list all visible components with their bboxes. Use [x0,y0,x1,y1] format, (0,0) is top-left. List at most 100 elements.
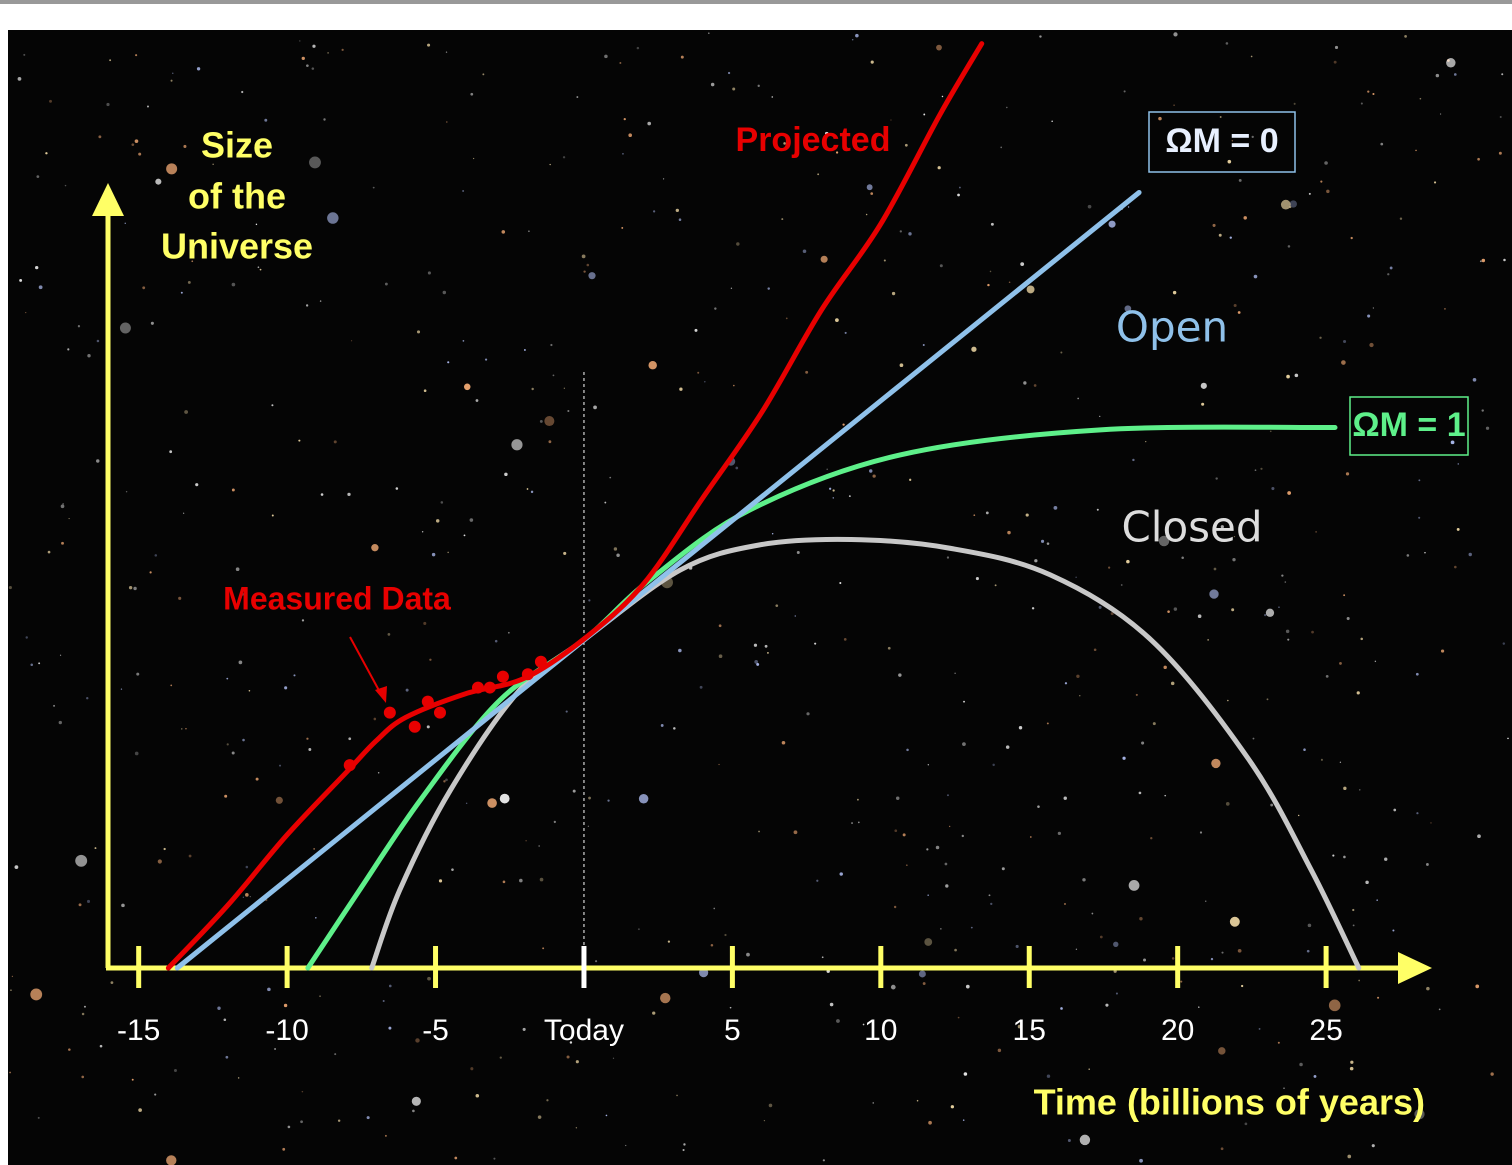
star [1426,863,1429,866]
star [1100,936,1103,939]
star [1418,479,1420,481]
star [500,794,510,804]
star [1365,881,1368,884]
star [1064,903,1066,905]
star [503,881,506,884]
star [338,1119,340,1121]
data-point [497,671,509,683]
star [1034,559,1037,562]
star [756,663,759,666]
star [1167,610,1170,613]
star [587,264,590,267]
annotation: Closed [1121,503,1262,552]
star [446,121,448,123]
star [718,764,719,765]
star [1128,206,1129,207]
series-label: ΩM = 0 [1165,122,1278,160]
star [668,941,670,943]
star [511,439,522,450]
star [351,340,352,341]
star [1314,1075,1317,1078]
star [1209,589,1218,598]
star [1415,150,1417,152]
star [542,947,544,949]
star [1430,822,1432,824]
star [1213,224,1216,227]
star [121,904,125,908]
star [661,724,664,727]
star [388,633,391,636]
star [767,287,769,289]
star [767,652,769,654]
star [1358,980,1360,982]
star [267,988,271,992]
star [166,163,177,174]
star [49,100,52,103]
star [694,329,697,332]
star [1181,556,1184,559]
star [1392,930,1394,932]
star [1416,673,1419,676]
star [1259,1028,1261,1030]
star [782,741,786,745]
star [39,285,43,289]
star [928,1121,932,1125]
star [482,73,484,75]
star [855,34,859,38]
star [1481,409,1483,411]
star [470,93,473,96]
star [1205,901,1206,902]
star [940,928,942,930]
star [1490,1072,1493,1075]
star [135,54,137,56]
star [1080,1135,1090,1145]
star [1326,675,1329,678]
star [109,59,111,61]
star [728,72,730,74]
star [1285,581,1287,583]
star [1407,554,1410,557]
star [681,56,684,59]
star [806,712,809,715]
star [1357,691,1360,694]
star [1139,917,1142,920]
star [385,283,388,286]
star [954,949,957,952]
star [298,440,300,442]
star [389,985,392,988]
star [794,830,798,834]
star [1416,812,1418,814]
star [1477,158,1480,161]
star [23,54,25,56]
star [683,1149,685,1151]
star [500,1056,502,1058]
star [1440,113,1441,114]
star [1077,398,1079,400]
star [1424,552,1425,553]
star [919,970,926,977]
star [327,212,338,223]
x-tick-label: 25 [1309,1014,1342,1047]
star [100,1045,103,1048]
star [327,52,329,54]
star [746,953,750,957]
star [367,1116,370,1119]
star [131,143,134,146]
star [445,779,448,782]
star [947,556,949,558]
star [754,644,757,647]
star [1457,528,1460,531]
star [1211,759,1220,768]
star [1200,831,1202,833]
star [485,359,487,361]
star [814,643,816,645]
star [1198,1006,1200,1008]
star [447,361,449,363]
star [250,896,251,897]
star [858,822,860,824]
star [923,344,925,346]
star [1373,307,1374,308]
star [1002,867,1005,870]
star [138,153,141,156]
star [676,209,679,212]
